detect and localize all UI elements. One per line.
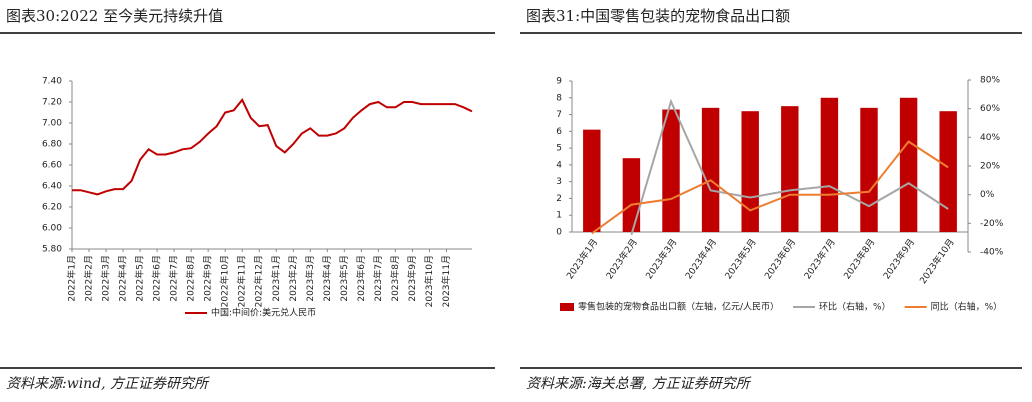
x-tick-label: 2023年2月 (603, 236, 640, 281)
x-tick-label: 2023年4月 (321, 255, 333, 302)
x-tick-label: 2022年11月 (236, 255, 248, 307)
x-tick-label: 2023年1月 (270, 255, 282, 302)
x-tick-label: 2023年5月 (722, 236, 759, 281)
y-tick-label: 6.20 (42, 203, 62, 213)
y2-tick-label: 40% (980, 133, 1000, 143)
x-tick-label: 2023年3月 (643, 236, 680, 281)
legend-label: 中国:中间价:美元兑人民币 (211, 307, 316, 319)
x-tick-label: 2023年7月 (801, 236, 838, 281)
bar (583, 129, 601, 232)
x-tick-label: 2022年9月 (202, 255, 214, 302)
y2-tick-label: -20% (980, 219, 1004, 229)
y-tick-label: 6.00 (42, 224, 62, 234)
x-tick-label: 2022年8月 (185, 255, 197, 302)
x-tick-label: 2022年10月 (219, 255, 231, 307)
x-tick-label: 2022年2月 (83, 255, 95, 302)
bar (939, 111, 957, 232)
source: 资料来源:海关总署, 方正证券研究所 (526, 376, 752, 392)
x-tick-label: 2023年9月 (406, 255, 418, 302)
y2-tick-label: -40% (980, 248, 1004, 258)
x-tick-label: 2023年7月 (372, 255, 384, 302)
line (591, 140, 949, 235)
y-tick-label: 3 (556, 177, 562, 187)
x-tick-label: 2023年1月 (564, 236, 601, 281)
x-tick-label: 2023年4月 (683, 236, 720, 281)
bar (741, 111, 759, 232)
y-tick-label: 7.20 (42, 98, 62, 108)
legend-label: 环比（右轴，%） (819, 301, 891, 313)
source: 资料来源:wind, 方正证券研究所 (6, 376, 210, 392)
x-tick-label: 2022年3月 (100, 255, 112, 302)
x-tick-label: 2022年7月 (168, 255, 180, 302)
y-tick-label: 7.00 (42, 119, 62, 129)
y-tick-label: 9 (556, 77, 562, 87)
line (630, 98, 949, 236)
line (72, 98, 473, 196)
chart-title: 图表30:2022 至今美元持续升值 (6, 7, 223, 25)
x-tick-label: 2023年8月 (841, 236, 878, 281)
chart-title: 图表31:中国零售包装的宠物食品出口额 (526, 7, 790, 25)
x-tick-label: 2022年12月 (253, 255, 265, 307)
bar (701, 107, 720, 232)
legend-label: 零售包装的宠物食品出口额（左轴，亿元/人民币） (578, 301, 779, 313)
y-tick-label: 4 (556, 160, 562, 170)
x-tick-label: 2023年5月 (338, 255, 350, 302)
y2-tick-label: 0% (980, 190, 995, 200)
y-tick-label: 2 (556, 194, 562, 204)
y-tick-label: 8 (556, 93, 562, 103)
y-tick-label: 0 (556, 228, 562, 238)
bar (662, 109, 680, 232)
x-tick-label: 2023年11月 (440, 255, 452, 307)
x-tick-label: 2022年1月 (66, 255, 78, 302)
x-tick-label: 2023年10月 (917, 236, 957, 286)
y-tick-label: 5.80 (42, 245, 62, 255)
x-tick-label: 2023年10月 (423, 255, 435, 307)
y-tick-label: 7 (556, 110, 562, 120)
y-tick-label: 6.80 (42, 140, 62, 150)
bar (860, 107, 878, 232)
legend-label: 同比（右轴，%） (931, 301, 1003, 313)
x-tick-label: 2023年6月 (355, 255, 367, 302)
y-tick-label: 6.40 (42, 182, 62, 192)
legend-swatch (560, 303, 574, 311)
x-tick-label: 2022年5月 (134, 255, 146, 302)
bar (899, 97, 918, 233)
x-tick-label: 2023年2月 (287, 255, 299, 302)
x-tick-label: 2022年6月 (151, 255, 163, 302)
x-tick-label: 2023年3月 (304, 255, 316, 302)
bar (820, 97, 839, 233)
y2-tick-label: 20% (980, 162, 1000, 172)
y2-tick-label: 80% (980, 76, 1000, 86)
bar (622, 158, 641, 232)
x-tick-label: 2023年9月 (881, 236, 918, 281)
y-tick-label: 1 (556, 211, 562, 221)
bar (781, 106, 799, 232)
x-tick-label: 2022年4月 (117, 255, 129, 302)
x-tick-label: 2023年8月 (389, 255, 401, 302)
y-tick-label: 7.40 (42, 77, 62, 87)
x-tick-label: 2023年6月 (762, 236, 799, 281)
y2-tick-label: 60% (980, 104, 1000, 114)
y-tick-label: 6.60 (42, 161, 62, 171)
y-tick-label: 6 (556, 127, 562, 137)
y-tick-label: 5 (556, 144, 562, 154)
